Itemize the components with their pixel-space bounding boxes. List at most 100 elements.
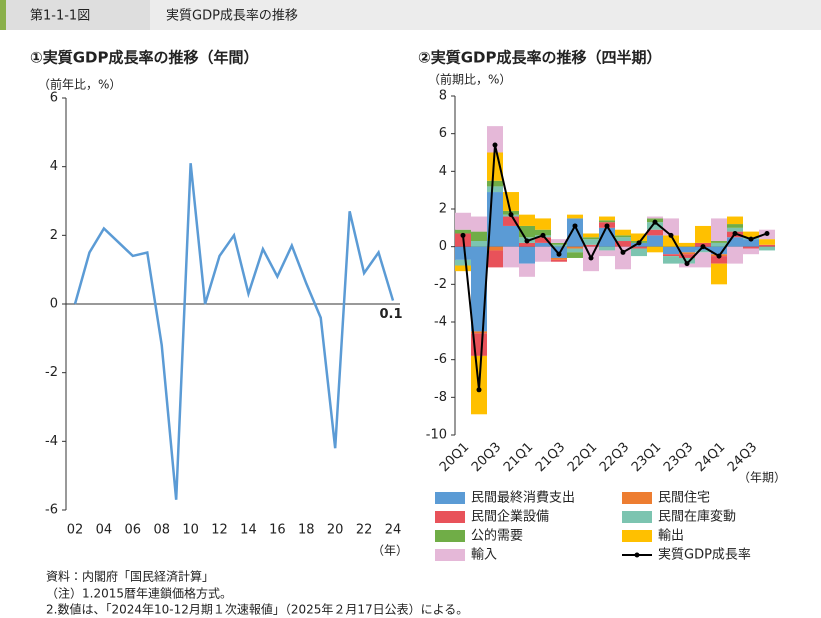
legend-label: 民間企業設備 xyxy=(471,509,549,525)
legend-swatch xyxy=(435,530,465,542)
y-tick-label: -2 xyxy=(45,365,58,380)
bar-segment xyxy=(759,244,775,247)
bar-segment xyxy=(455,212,471,230)
bar-segment xyxy=(535,237,551,243)
bar-segment xyxy=(711,242,727,247)
bar-segment xyxy=(455,229,471,234)
bar-segment xyxy=(567,252,583,258)
legend-swatch xyxy=(622,530,652,542)
y-tick-label: -4 xyxy=(45,434,58,449)
data-point xyxy=(652,219,658,225)
bar-segment xyxy=(679,254,695,258)
y-tick-label: -10 xyxy=(426,428,447,443)
x-tick-label: 08 xyxy=(153,523,170,538)
x-tick-label: 20Q3 xyxy=(469,440,504,475)
bar-segment xyxy=(583,239,599,245)
y-tick-label: -6 xyxy=(434,352,447,367)
bar-segment xyxy=(647,246,663,253)
bar-segment xyxy=(711,263,727,285)
bar-segment xyxy=(647,222,663,230)
bar-segment xyxy=(711,218,727,242)
bar-segment xyxy=(535,229,551,236)
bar-segment xyxy=(503,192,519,211)
data-point xyxy=(556,251,562,257)
bar-segment xyxy=(503,225,519,247)
y-axis-label: （前期比，%） xyxy=(428,72,511,87)
bar-segment xyxy=(647,229,663,236)
legend-swatch xyxy=(622,492,652,504)
legend-label: 民間最終消費支出 xyxy=(471,490,575,506)
x-tick-label: 21Q3 xyxy=(533,440,568,475)
bar-segment xyxy=(487,186,503,193)
x-tick-label: 18 xyxy=(298,523,315,538)
bar-segment xyxy=(487,126,503,153)
data-point xyxy=(732,230,738,236)
data-line xyxy=(462,144,768,390)
data-point xyxy=(524,238,530,244)
note: 資料：内閣府「国民経済計算」 xyxy=(46,569,214,584)
x-tick-label: 20 xyxy=(327,523,344,538)
bar-segment xyxy=(711,256,727,264)
bar-segment xyxy=(535,246,551,262)
y-tick-label: 8 xyxy=(439,89,447,104)
y-tick-label: 2 xyxy=(50,228,58,243)
header-accent xyxy=(0,0,6,30)
x-tick-label: 16 xyxy=(269,523,286,538)
bar-segment xyxy=(679,252,695,255)
legend-swatch xyxy=(435,511,465,523)
x-tick-label: 24Q1 xyxy=(693,440,728,475)
legend-swatch xyxy=(435,492,465,504)
bar-segment xyxy=(631,233,647,242)
x-tick-label: 23Q1 xyxy=(629,440,664,475)
bar-segment xyxy=(615,246,631,270)
y-tick-label: 4 xyxy=(439,164,447,179)
x-tick-label: 22Q1 xyxy=(565,440,600,475)
y-tick-label: 6 xyxy=(50,91,58,106)
legend-label: 輸出 xyxy=(658,529,684,544)
bar-segment xyxy=(743,239,759,247)
bar-segment xyxy=(679,257,695,264)
bar-segment xyxy=(471,246,487,332)
data-point xyxy=(508,212,514,218)
bar-segment xyxy=(711,246,727,255)
bar-segment xyxy=(503,246,519,268)
x-tick-label: 23Q3 xyxy=(661,440,696,475)
bar-segment xyxy=(695,252,711,268)
x-tick-label: 04 xyxy=(96,523,113,538)
bar-segment xyxy=(583,244,599,247)
bar-segment xyxy=(759,239,775,245)
x-tick-label: 22 xyxy=(356,523,373,538)
header-label-box xyxy=(0,0,150,30)
legend-label: 公的需要 xyxy=(471,528,523,544)
bar-segment xyxy=(551,244,567,247)
bar-segment xyxy=(551,257,567,260)
bar-segment xyxy=(727,227,743,232)
y-tick-label: 6 xyxy=(439,126,447,141)
bar-segment xyxy=(471,331,487,334)
bar-segment xyxy=(487,250,503,268)
y-tick-label: 2 xyxy=(439,202,447,217)
note: 2.数値は、「2024年10-12月期１次速報値」（2025年２月17日公表）に… xyxy=(46,602,468,617)
bar-segment xyxy=(567,214,583,219)
note: （注）1.2015暦年連鎖価格方式。 xyxy=(46,586,232,601)
y-tick-label: -8 xyxy=(434,390,447,405)
data-point xyxy=(700,244,706,250)
data-point xyxy=(748,236,754,242)
bar-segment xyxy=(727,216,743,225)
data-point xyxy=(572,223,578,229)
bar-segment xyxy=(487,246,503,251)
y-tick-label: -2 xyxy=(434,277,447,292)
data-point xyxy=(540,232,546,238)
bar-segment xyxy=(663,254,679,257)
data-point xyxy=(684,261,690,267)
bar-segment xyxy=(647,216,663,219)
bar-segment xyxy=(535,218,551,230)
y-tick-label: 0 xyxy=(439,239,447,254)
legend-label: 民間在庫変動 xyxy=(658,509,736,525)
y-axis-label: （前年比，%） xyxy=(38,77,121,92)
data-point xyxy=(460,232,466,238)
bar-segment xyxy=(471,216,487,232)
bar-segment xyxy=(567,248,583,253)
bar-segment xyxy=(743,248,759,255)
